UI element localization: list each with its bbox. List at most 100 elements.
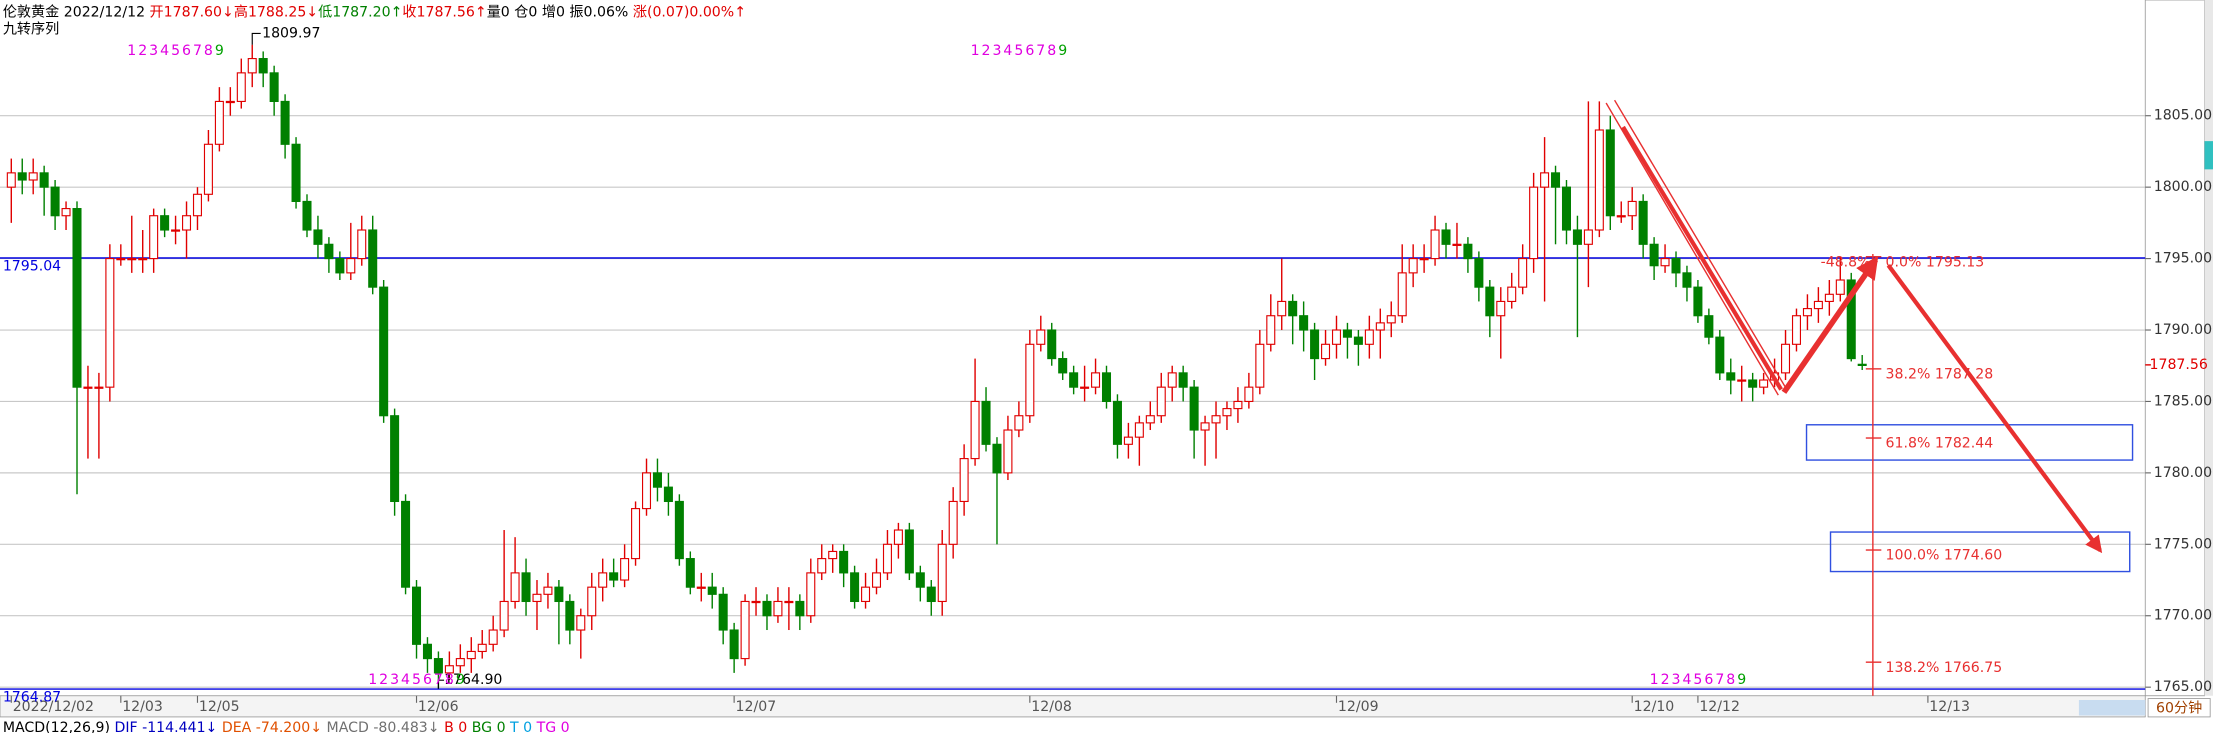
text-run: TG 0 bbox=[536, 720, 570, 733]
candle-body bbox=[641, 472, 652, 510]
candle-body bbox=[565, 600, 575, 631]
candle-body bbox=[652, 472, 662, 488]
candle-body bbox=[1704, 315, 1714, 338]
candle-body bbox=[850, 572, 860, 603]
candle-body bbox=[499, 600, 509, 631]
y-tick-label: 1770.00 bbox=[2154, 608, 2212, 624]
candle-body bbox=[1069, 372, 1079, 388]
scrollbar[interactable] bbox=[2078, 699, 2146, 716]
candle-body bbox=[663, 486, 673, 503]
candle-body bbox=[258, 58, 268, 74]
candle-body bbox=[94, 386, 104, 389]
candle-body bbox=[1627, 200, 1637, 217]
candle-body bbox=[707, 586, 717, 595]
x-tick-label: 12/06 bbox=[418, 699, 459, 715]
candle-body bbox=[1101, 372, 1112, 403]
candle-body bbox=[521, 572, 531, 603]
candle-body bbox=[368, 229, 378, 288]
candle-body bbox=[685, 558, 695, 588]
ref-line-label: 1764.87 bbox=[3, 689, 61, 705]
text-run: 伦敦黄金 2022/12/12 bbox=[3, 4, 150, 21]
candle-body bbox=[105, 258, 115, 388]
nine-count-digit: 5 bbox=[1693, 672, 1702, 688]
nine-count-digit: 4 bbox=[1003, 43, 1012, 59]
nine-count-digit: 6 bbox=[182, 43, 191, 59]
nine-count-digit: 4 bbox=[160, 43, 169, 59]
candle-body bbox=[1824, 293, 1834, 303]
y-tick-label: 1795.00 bbox=[2154, 251, 2212, 267]
candle-body bbox=[236, 72, 246, 102]
extreme-leader bbox=[251, 32, 261, 45]
candle-body bbox=[762, 600, 772, 617]
text-run: 收1787.56↑ bbox=[402, 5, 486, 21]
candle-body bbox=[609, 572, 619, 581]
x-tick-label: 12/13 bbox=[1929, 699, 1970, 715]
candle-body bbox=[214, 100, 224, 145]
candle-body bbox=[1518, 258, 1528, 288]
candle-body bbox=[412, 586, 422, 645]
fib-label: 138.2% 1766.75 bbox=[1886, 660, 2003, 676]
candle-body bbox=[806, 572, 816, 617]
period-label[interactable]: 60分钟 bbox=[2156, 699, 2202, 716]
candle-body bbox=[795, 600, 805, 617]
candle-body bbox=[116, 258, 126, 261]
candle-body bbox=[1572, 229, 1582, 245]
trend-arrow bbox=[1621, 125, 1783, 391]
candle-body bbox=[1693, 286, 1703, 317]
nine-count-digit: 7 bbox=[193, 43, 202, 59]
x-tick-label: 12/08 bbox=[1031, 699, 1072, 715]
candle-body bbox=[773, 600, 783, 617]
nine-count-digit: 3 bbox=[992, 43, 1001, 59]
period-box[interactable] bbox=[2147, 698, 2211, 718]
candle-body bbox=[1660, 258, 1670, 267]
fib-label: 0.0% 1795.13 bbox=[1886, 254, 1985, 270]
candle-body bbox=[127, 258, 137, 261]
fib-label: 100.0% 1774.60 bbox=[1886, 548, 2003, 564]
nine-count-digit: 8 bbox=[204, 43, 213, 59]
candle-body bbox=[1561, 186, 1572, 231]
candle-body bbox=[1025, 343, 1035, 417]
candle-body bbox=[587, 586, 597, 617]
candle-body bbox=[926, 586, 936, 603]
candle-body bbox=[1036, 329, 1046, 345]
nine-count-digit: 9 bbox=[456, 672, 465, 688]
nine-count-digit: 2 bbox=[1661, 672, 1670, 688]
candle-body bbox=[1540, 172, 1550, 188]
candle-body bbox=[1342, 329, 1352, 338]
extreme-label: 1764.90 bbox=[444, 672, 502, 688]
nine-count-digit: 3 bbox=[149, 43, 158, 59]
candle-body bbox=[1364, 329, 1374, 345]
nine-count-digit: 1 bbox=[1650, 672, 1659, 688]
candle-body bbox=[1452, 243, 1462, 246]
candle-body bbox=[1091, 372, 1101, 388]
nine-count-digit: 9 bbox=[1737, 672, 1746, 688]
candle-body bbox=[1112, 400, 1122, 445]
nine-count-digit: 5 bbox=[1014, 43, 1023, 59]
candle-body bbox=[543, 586, 553, 595]
candle-body bbox=[466, 650, 476, 660]
candle-body bbox=[1846, 279, 1856, 360]
candle-body bbox=[817, 558, 827, 574]
y-tick-label: 1800.00 bbox=[2154, 179, 2212, 195]
nine-count-digit: 8 bbox=[445, 672, 454, 688]
candle-body bbox=[1266, 315, 1276, 345]
candle-body bbox=[1813, 300, 1823, 310]
candle-body bbox=[1244, 386, 1254, 403]
trend-arrow bbox=[1781, 255, 1879, 394]
candle-body bbox=[225, 100, 235, 104]
last-price-label: 1787.56 bbox=[2149, 357, 2207, 373]
text-run: 量0 仓0 增0 振0.06% bbox=[487, 5, 633, 21]
candle-body bbox=[1594, 129, 1604, 231]
candle-body bbox=[882, 543, 892, 574]
nine-count-digit: 6 bbox=[423, 672, 432, 688]
candle-body bbox=[871, 572, 882, 588]
candle-body bbox=[488, 629, 498, 645]
candle-body bbox=[1310, 329, 1320, 360]
candle-body bbox=[1781, 343, 1791, 374]
candle-body bbox=[1178, 372, 1188, 388]
candle-body bbox=[576, 615, 586, 631]
header: 伦敦黄金 2022/12/12 开1787.60↓高1788.25↓低1787.… bbox=[3, 4, 746, 21]
candle-body bbox=[61, 208, 71, 217]
candle-body bbox=[1802, 308, 1812, 317]
